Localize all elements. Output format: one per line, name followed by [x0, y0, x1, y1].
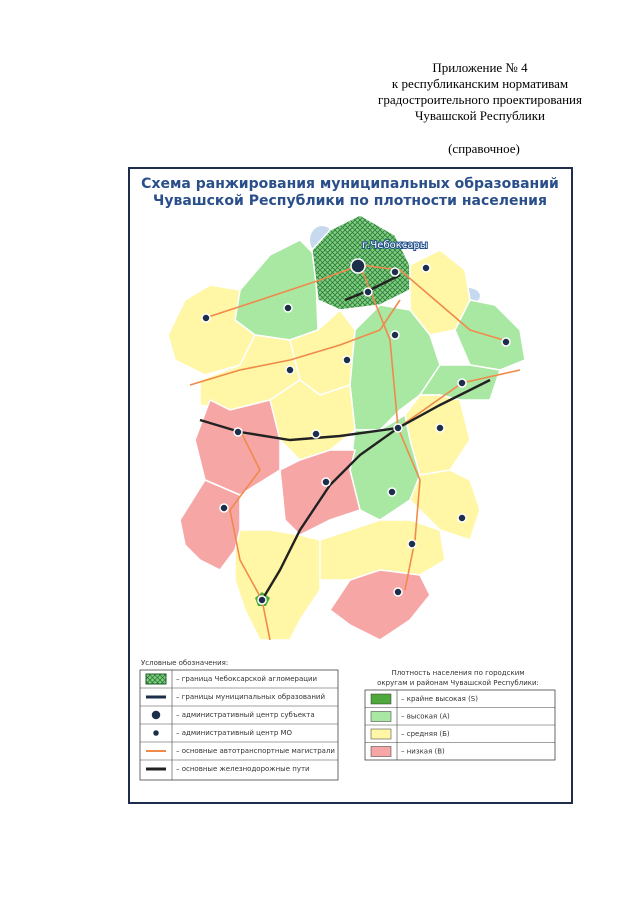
- map: г.Чебоксары: [167, 214, 526, 641]
- legend-item: – средняя (Б): [401, 730, 450, 738]
- admin-center: [321, 477, 331, 487]
- admin-center: [257, 595, 267, 605]
- legend-left: Условные обозначения: – граница Чебоксар…: [139, 659, 339, 781]
- map-title: Чувашской Республики по плотности населе…: [153, 193, 547, 209]
- map-title: Схема ранжирования муниципальных образов…: [141, 176, 559, 192]
- legend-item: – административный центр субъекта: [176, 711, 315, 719]
- railway: [260, 427, 399, 601]
- legend-swatch: [370, 693, 392, 705]
- city-label: г.Чебоксары: [362, 240, 428, 251]
- admin-center: [501, 337, 511, 347]
- admin-center: [421, 263, 431, 273]
- legend-item: – высокая (А): [401, 713, 450, 721]
- legend-symbol: [150, 709, 162, 721]
- legend-symbol: [151, 728, 161, 738]
- legend-box: [139, 669, 339, 781]
- admin-center: [393, 587, 403, 597]
- legend-item: – административный центр МО: [176, 729, 293, 737]
- capital: [350, 258, 366, 274]
- road: [397, 427, 421, 591]
- admin-center: [435, 423, 445, 433]
- admin-center: [285, 365, 295, 375]
- legend-right: Плотность населения по городским округам…: [364, 669, 556, 761]
- admin-center: [387, 487, 397, 497]
- legend-grid: [365, 690, 555, 760]
- legend-title: Плотность населения по городским: [391, 669, 524, 677]
- legend-swatch: [370, 711, 392, 722]
- admin-center: [283, 303, 293, 313]
- admin-center: [390, 330, 400, 340]
- legend-item: – основные железнодорожные пути: [176, 765, 310, 773]
- region: [279, 449, 361, 536]
- legend-title: Условные обозначения:: [141, 659, 228, 667]
- legend-item: – низкая (В): [401, 748, 445, 756]
- legend-swatch: [370, 746, 392, 757]
- road: [229, 429, 271, 641]
- admin-center: [219, 503, 229, 513]
- legend-item: – граница Чебоксарской агломерации: [176, 675, 317, 683]
- legend-swatch: [370, 728, 392, 740]
- header-line: градостроительного проектирования: [378, 92, 582, 107]
- legend-item: – крайне высокая (S): [401, 695, 478, 703]
- admin-center: [407, 539, 417, 549]
- admin-center: [393, 423, 403, 433]
- admin-center: [457, 513, 467, 523]
- header-line: Чувашской Республики: [415, 108, 545, 123]
- admin-center: [311, 429, 321, 439]
- admin-center: [233, 427, 243, 437]
- header-line: Приложение № 4: [432, 60, 528, 75]
- admin-center: [457, 378, 467, 388]
- legend-title: округам и районам Чувашской Республики:: [377, 679, 539, 687]
- header-line: к республиканским нормативам: [392, 76, 568, 91]
- legend-item: – основные автотранспортные магистрали: [176, 747, 335, 755]
- admin-center: [390, 267, 400, 277]
- admin-center: [201, 313, 211, 323]
- admin-center: [363, 287, 373, 297]
- legend-grid: [140, 670, 338, 780]
- admin-center: [342, 355, 352, 365]
- legend-symbol: [145, 673, 167, 685]
- region: [234, 529, 321, 641]
- header-note: (справочное): [448, 141, 520, 156]
- legend-item: – границы муниципальных образований: [176, 693, 325, 701]
- region: [319, 519, 446, 581]
